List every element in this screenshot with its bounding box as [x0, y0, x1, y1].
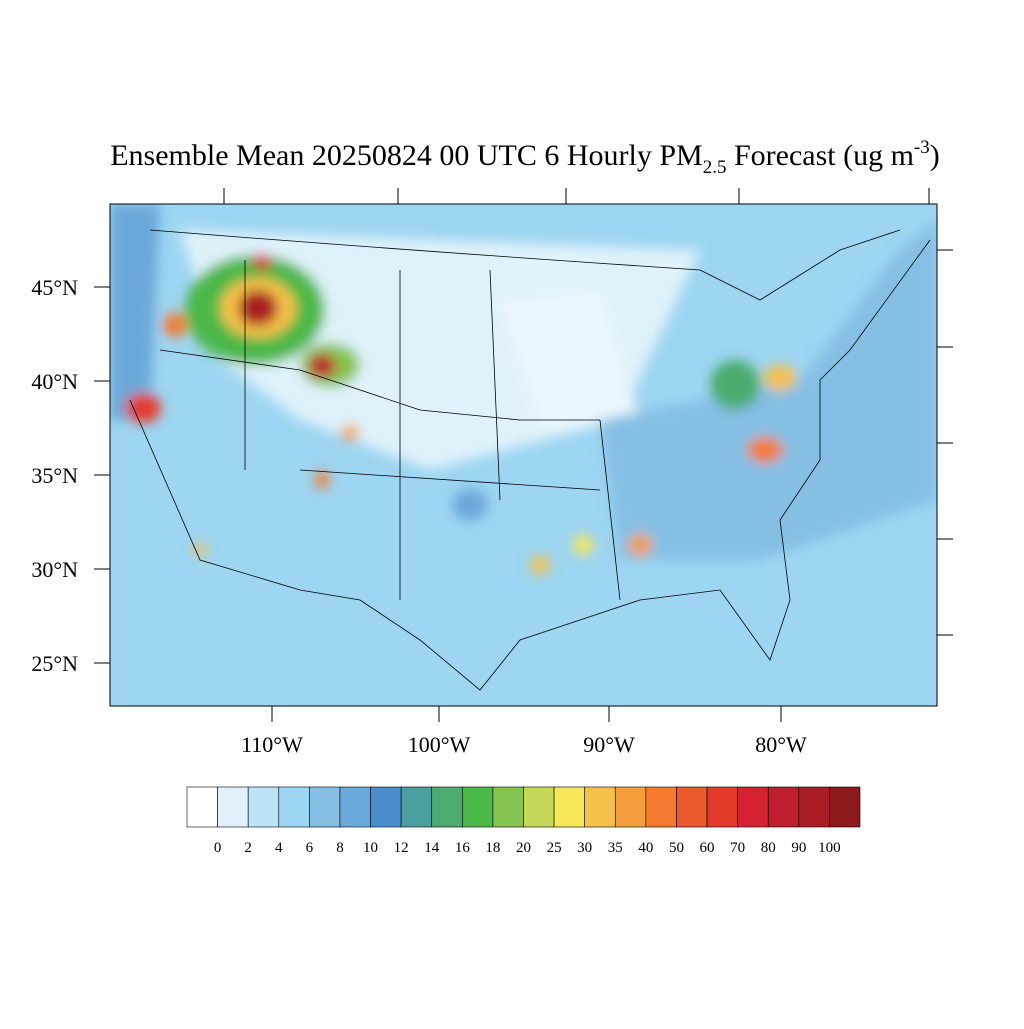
frame-ticks: [223, 188, 953, 636]
lat-label: 35°N: [31, 463, 78, 488]
lon-label: 80°W: [755, 732, 807, 757]
colorbar-box: [614, 786, 647, 828]
colorbar-box: [645, 786, 677, 828]
colorbar-label: 100: [818, 840, 841, 856]
lat-label: 45°N: [31, 275, 78, 300]
colorbar-box: [492, 786, 524, 828]
field-blobs: [110, 204, 937, 574]
borders: [129, 229, 931, 691]
smoke-plume: [193, 544, 207, 556]
canada-border: [149, 229, 901, 301]
smoke-plume: [764, 365, 796, 391]
smoke-plume: [252, 254, 272, 270]
colorbar-label: 12: [394, 840, 409, 856]
colorbar-label: 6: [306, 840, 314, 856]
smoke-plume: [238, 290, 278, 326]
smoke-region: [110, 204, 160, 420]
smoke-plume: [747, 437, 783, 463]
colorbar-label: 70: [730, 840, 745, 856]
title-end: ): [930, 139, 940, 172]
colorbar-label: 2: [244, 840, 252, 856]
colorbar-box: [278, 786, 310, 828]
title-superscript: -3: [914, 137, 930, 158]
colorbar-box: [309, 786, 341, 828]
smoke-plume: [452, 489, 488, 521]
title-main: Ensemble Mean 20250824 00 UTC 6 Hourly P…: [110, 139, 702, 172]
lat-label: 40°N: [31, 369, 78, 394]
lat-label: 30°N: [31, 557, 78, 582]
colorbar-box: [584, 786, 616, 828]
colorbar-label: 18: [485, 840, 500, 856]
smoke-plume: [530, 556, 550, 574]
colorbar-label: 4: [275, 840, 283, 856]
lon-label: 90°W: [583, 732, 635, 757]
smoke-plume: [315, 471, 329, 489]
colorbar-box: [186, 786, 218, 828]
colorbar-box: [339, 786, 371, 828]
smoke-plume: [628, 534, 652, 556]
colorbar-box: [462, 786, 494, 828]
colorbar-label: 8: [336, 840, 344, 856]
lat-label: 25°N: [31, 651, 78, 676]
colorbar-box: [247, 786, 280, 828]
colorbar-box: [370, 786, 402, 828]
colorbar-box: [767, 786, 800, 828]
lon-label: 110°W: [241, 732, 303, 757]
state-lines: [159, 260, 621, 601]
colorbar-box: [676, 786, 708, 828]
map-title: Ensemble Mean 20250824 00 UTC 6 Hourly P…: [110, 137, 940, 178]
smoke-plume: [125, 393, 161, 423]
colorbar-label: 0: [214, 840, 222, 856]
colorbar-box: [829, 786, 861, 828]
smoke-plume: [573, 535, 593, 555]
title-middle: Forecast (ug m: [726, 139, 913, 172]
colorbar-label: 30: [577, 840, 592, 856]
colorbar-label: 90: [791, 840, 806, 856]
lon-label: 100°W: [408, 732, 471, 757]
colorbar-label: 10: [363, 840, 378, 856]
axis-labels: 45°N 40°N 35°N 30°N 25°N 110°W 100°W 90°W 80°W: [31, 275, 807, 757]
colorbar-box: [553, 786, 585, 828]
colorbar-box: [706, 786, 738, 828]
clean-region: [500, 290, 640, 430]
colorbar-label: 35: [608, 840, 623, 856]
colorbar-box: [737, 786, 769, 828]
map-field: [110, 204, 937, 706]
colorbar-label: 80: [761, 840, 776, 856]
colorbar-box: [798, 786, 830, 828]
colorbar-box: [431, 786, 463, 828]
title-subscript: 2.5: [703, 157, 727, 178]
smoke-plume: [710, 360, 760, 410]
colorbar-box: [523, 786, 555, 828]
colorbar-label: 14: [424, 840, 440, 856]
colorbar-label: 16: [455, 840, 471, 856]
colorbar-box: [400, 786, 433, 828]
smoke-region: [600, 220, 937, 560]
colorbar: 0 2 4 6 8 10 12 14 16 18 20 25 30 35 40 50 60 70 80 90 100: [186, 786, 861, 856]
smoke-plume: [341, 425, 359, 441]
smoke-plume: [308, 354, 336, 378]
colorbar-label: 60: [700, 840, 715, 856]
map-frame: [109, 203, 938, 707]
colorbar-label: 50: [669, 840, 684, 856]
colorbar-box: [217, 786, 249, 828]
smoke-plume: [163, 313, 187, 337]
coastline: [129, 239, 931, 691]
colorbar-label: 25: [547, 840, 562, 856]
colorbar-label: 20: [516, 840, 531, 856]
colorbar-label: 40: [638, 840, 653, 856]
